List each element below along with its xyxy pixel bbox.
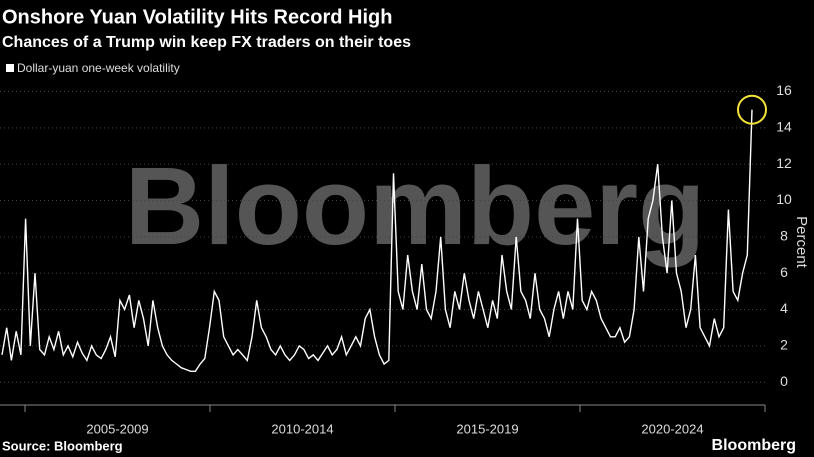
y-tick-label: 10 <box>776 191 792 207</box>
line-series <box>1 109 753 372</box>
legend-swatch <box>6 64 14 72</box>
y-tick-label: 16 <box>776 82 792 98</box>
y-tick-label: 14 <box>776 119 792 135</box>
x-tick-label: 2015-2019 <box>456 421 518 436</box>
x-tick-label: 2010-2014 <box>271 421 333 436</box>
source: Source: Bloomberg <box>2 438 123 453</box>
y-tick-label: 6 <box>780 264 788 280</box>
legend-label: Dollar-yuan one-week volatility <box>17 61 180 75</box>
logo: Bloomberg <box>712 437 796 454</box>
x-tick-label: 2005-2009 <box>86 421 148 436</box>
chart-title: Onshore Yuan Volatility Hits Record High <box>2 6 392 28</box>
y-tick-label: 2 <box>780 337 788 353</box>
highlight-circle <box>737 94 767 125</box>
y-tick-label: 4 <box>780 300 788 316</box>
chart-subtitle: Chances of a Trump win keep FX traders o… <box>2 34 411 51</box>
y-axis-label: Percent <box>793 216 810 269</box>
watermark: Bloomberg <box>125 145 706 268</box>
y-tick-label: 0 <box>780 373 788 389</box>
y-tick-label: 8 <box>780 228 788 244</box>
x-tick-label: 2020-2024 <box>641 421 703 436</box>
y-tick-label: 12 <box>776 155 792 171</box>
